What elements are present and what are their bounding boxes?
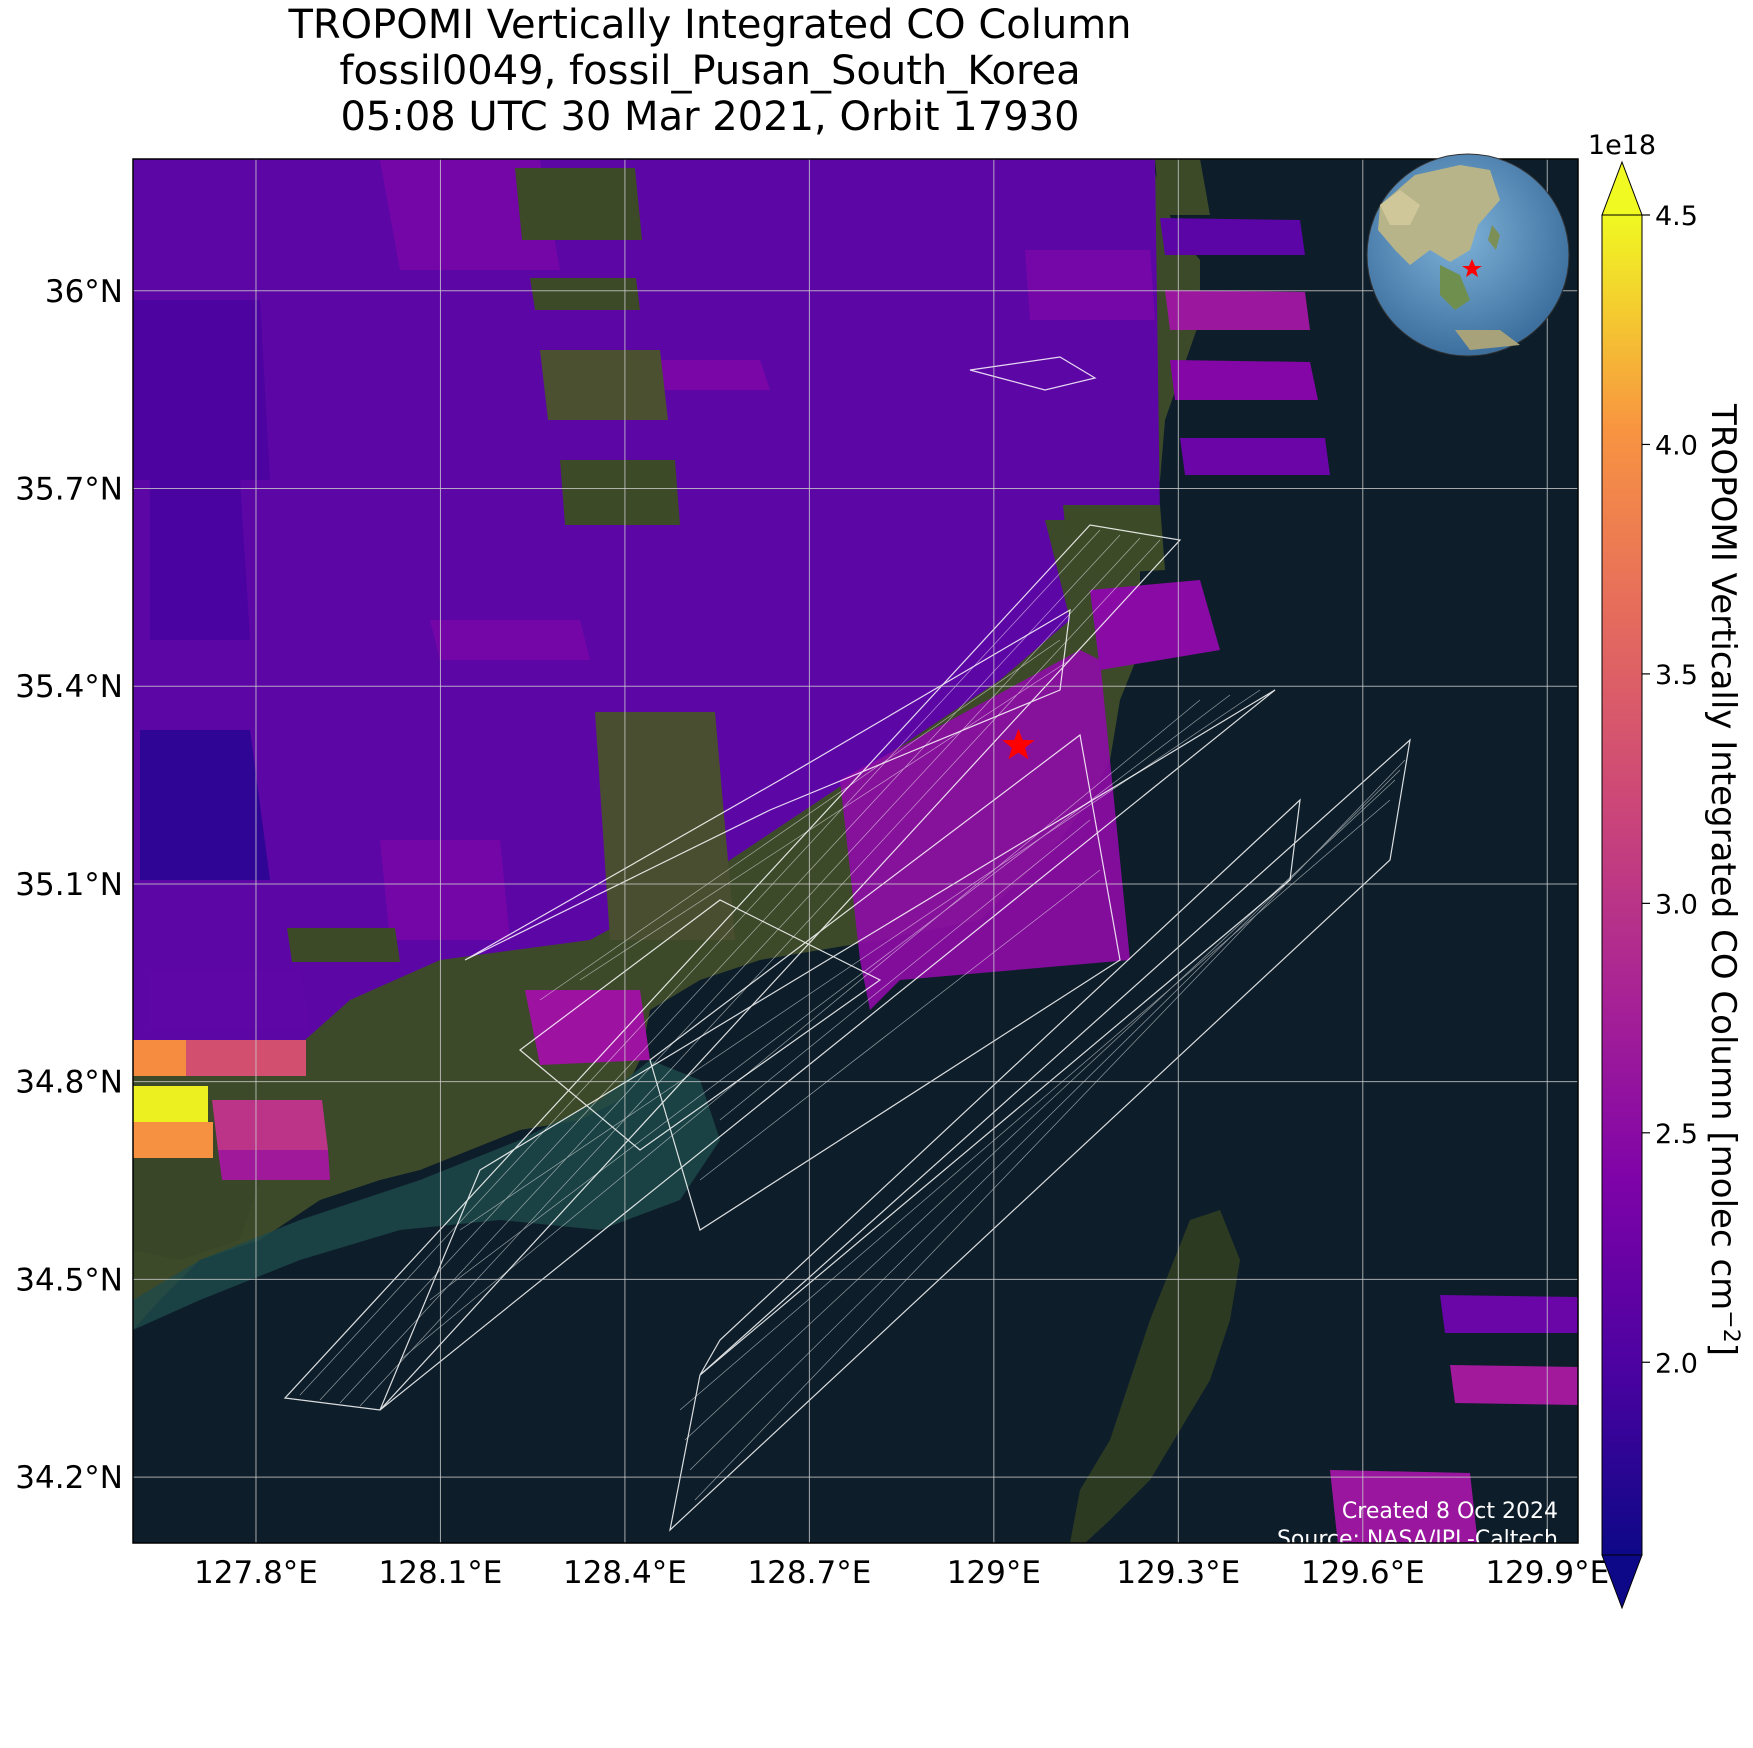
colorbar-tick-label: 2.0: [1655, 1348, 1698, 1379]
co-patch-mid: [525, 990, 650, 1065]
co-swath-north: [133, 159, 1160, 1040]
land-window-6: [287, 928, 400, 962]
co-patch-se-4: [970, 1590, 1105, 1630]
colorbar-tick-label: 3.5: [1655, 660, 1698, 691]
latitude-tick-labels: 36°N 35.7°N 35.4°N 35.1°N 34.8°N 34.5°N 34.2°N: [15, 274, 123, 1496]
co-patch-se-3: [1330, 1470, 1478, 1543]
lon-tick-label: 128.7°E: [747, 1555, 871, 1591]
co-patch-ne-1: [1160, 218, 1305, 255]
colorbar-tick-label: 2.5: [1655, 1119, 1698, 1150]
lon-tick-label: 129.6°E: [1301, 1555, 1425, 1591]
geoje-island: [1070, 1210, 1240, 1543]
land-window-7: [1155, 159, 1210, 215]
land-window-5: [595, 712, 735, 940]
colorbar-exponent: 1e18: [1588, 130, 1656, 161]
map-border: [132, 158, 1579, 1544]
colorbar-tick-label: 4.0: [1655, 430, 1698, 461]
co-high-yellow: [133, 1086, 208, 1122]
colorbar-ticks: 2.0 2.5 3.0 3.5 4.0 4.5: [1642, 201, 1698, 1379]
lat-tick-label: 35.1°N: [15, 867, 123, 903]
land-window-8: [1063, 505, 1165, 575]
lon-tick-label: 129.9°E: [1485, 1555, 1609, 1591]
lat-tick-label: 36°N: [45, 274, 123, 310]
graticule: [133, 159, 1578, 1543]
map-title-line-2: fossil0049, fossil_Pusan_South_Korea: [339, 48, 1081, 94]
co-high-magenta: [218, 1150, 330, 1180]
co-patch-se-2: [1450, 1365, 1578, 1405]
sounding-grid-lines: [299, 529, 1406, 1501]
source-star-marker: [1002, 728, 1035, 760]
lat-tick-label: 34.5°N: [15, 1262, 123, 1298]
lat-tick-label: 34.8°N: [15, 1065, 123, 1101]
co-patch-ne-3: [1170, 360, 1318, 400]
co-high-orange-2: [133, 1122, 213, 1158]
globe-location-star: [1462, 259, 1482, 277]
land-window-3: [540, 350, 668, 420]
lon-tick-label: 127.8°E: [194, 1555, 318, 1591]
longitude-tick-labels: 127.8°E 128.1°E 128.4°E 128.7°E 129°E 129.3°E…: [194, 1555, 1609, 1591]
sounding-footprints: [283, 356, 1411, 1532]
co-patch-se-1: [1440, 1295, 1578, 1333]
colorbar-label: TROPOMI Vertically Integrated CO Column …: [1703, 403, 1744, 1356]
credit-created: Created 8 Oct 2024: [1342, 1499, 1558, 1524]
colorbar-tick-label: 3.0: [1655, 889, 1698, 920]
colorbar-extend-min: [1601, 1554, 1643, 1610]
co-plume-busan: [840, 650, 1130, 1010]
lon-tick-label: 128.4°E: [563, 1555, 687, 1591]
credit-source: Source: NASA/JPL-Caltech: [1277, 1527, 1558, 1552]
map-title-line-3: 05:08 UTC 30 Mar 2021, Orbit 17930: [340, 94, 1080, 140]
map-title-line-1: TROPOMI Vertically Integrated CO Column: [288, 2, 1132, 48]
globe-desert: [1380, 190, 1420, 225]
coastal-shallow-water: [133, 1060, 720, 1330]
land-window-1: [515, 168, 642, 240]
lon-tick-label: 129°E: [947, 1555, 1041, 1591]
lat-tick-label: 35.7°N: [15, 472, 123, 508]
co-high-pink-2: [212, 1100, 328, 1150]
source-star: [1002, 728, 1035, 760]
globe-japan: [1488, 225, 1500, 250]
globe-australia: [1455, 330, 1520, 350]
land-window-2: [530, 278, 640, 310]
globe-se-asia: [1440, 265, 1470, 310]
colorbar-tick-label: 4.5: [1655, 201, 1698, 232]
map-panel: Created 8 Oct 2024 Source: NASA/JPL-Calt…: [132, 158, 1579, 1630]
lon-tick-label: 128.1°E: [379, 1555, 503, 1591]
co-patch-ne-2: [1165, 290, 1310, 330]
co-high-pink-1: [186, 1040, 306, 1076]
lat-tick-label: 35.4°N: [15, 669, 123, 705]
land-window-4: [560, 460, 680, 525]
inset-globe: [1366, 153, 1570, 357]
colorbar-extend-max: [1601, 160, 1643, 216]
lon-tick-label: 129.3°E: [1116, 1555, 1240, 1591]
colorbar: 2.0 2.5 3.0 3.5 4.0 4.5 1e18 TROPOMI Vertical…: [1588, 130, 1744, 1610]
colorbar-gradient: [1601, 214, 1643, 1556]
globe-asia-landmass: [1378, 165, 1500, 265]
co-patch-ne-4: [1180, 438, 1330, 475]
lat-tick-label: 34.2°N: [15, 1460, 123, 1496]
